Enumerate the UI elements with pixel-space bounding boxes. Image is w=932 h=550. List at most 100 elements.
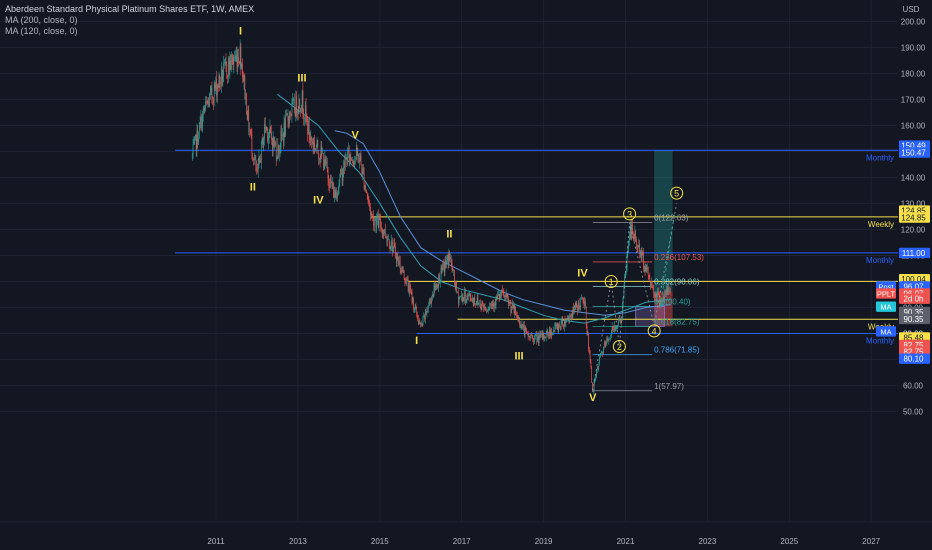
candle-body [373,215,374,226]
candle-body [377,215,378,220]
candle [272,130,274,157]
candle-body [574,305,575,311]
candle-body [292,101,294,103]
candle-body [260,158,261,163]
candle [239,39,241,70]
candle [230,54,232,71]
candle-body [409,284,410,294]
candle [588,332,589,353]
candle-body [286,113,288,116]
candle-body [324,156,326,167]
price-tag-4[interactable]: 111.00 [899,247,930,259]
candle [358,153,359,164]
candle [510,299,512,317]
candle [651,280,653,289]
candle-body [233,60,235,65]
candle [534,334,535,344]
candle [398,256,399,267]
series-tag-2[interactable]: MA [876,301,896,312]
candle [593,379,595,393]
price-tag-14[interactable]: 80.10 [899,353,930,364]
candle-body [206,101,207,103]
candle-body [467,294,469,297]
candle [639,240,640,259]
candle-body [328,178,330,186]
candle-body [220,68,222,85]
candle [344,154,345,174]
candle [203,106,205,115]
candle [536,330,538,345]
candle-body [414,306,416,308]
wave-label-5: I [415,335,418,347]
price-tag-10[interactable]: 90.35 [899,313,930,325]
candle-body [477,297,479,305]
series-tag-3[interactable]: MA [876,326,896,337]
candle-body [220,82,221,85]
candle-body [272,136,274,151]
price-tag-3[interactable]: 124.85 [899,212,930,223]
candle-body [449,253,450,260]
candle-body [505,293,507,297]
candle-body [440,267,442,281]
candle [545,336,546,339]
candle [417,314,419,326]
candle [585,306,587,329]
time-tick-label: 2021 [617,537,635,546]
candle [632,219,633,239]
candle [323,159,325,171]
candle-body [668,288,669,292]
series-tag-1[interactable]: PPLT [876,288,896,299]
candle [312,138,313,145]
candle-body [329,185,330,188]
candle [518,315,520,323]
wave-label-4: V [352,130,360,142]
candle-body [202,114,203,131]
price-tag-bg [899,353,930,364]
candle [506,293,508,299]
price-tag-8[interactable]: 2d 0h [899,293,930,304]
candle [437,284,439,289]
candle-body [537,335,538,342]
candle [408,282,410,294]
candle [453,268,454,277]
indicator-ma120-label[interactable]: MA (120, close, 0) [5,26,78,36]
candle [620,320,622,325]
candle-body [282,134,283,137]
candle [562,315,563,327]
candle [311,136,312,149]
candle-body [603,343,605,347]
candle-body [415,306,417,308]
candle-body [461,295,462,297]
candle [283,114,285,147]
candle-body [355,147,357,159]
candle-body [406,278,408,280]
candle-body [605,344,607,345]
candle-body [439,274,440,285]
price-tag-1[interactable]: 150.47 [899,147,930,158]
candle [556,322,557,329]
candle [450,253,451,263]
circled-wave-label-3: 4 [647,324,661,338]
candle-body [665,291,666,293]
candle [243,74,245,91]
indicator-ma200-label[interactable]: MA (200, close, 0) [5,15,78,25]
candle [241,62,242,70]
circled-wave-ring [612,340,626,353]
candle-body [448,253,450,265]
candle [301,104,302,113]
candle-body [270,126,272,133]
candle-body [397,256,399,257]
candle-body [556,324,558,327]
candle [549,326,551,339]
candle [323,153,324,171]
candle [425,308,426,324]
candle [466,294,468,304]
candle-body [474,298,476,304]
candle [211,81,213,104]
candle-body [466,294,468,301]
candle-body [261,140,262,163]
candle-body [334,190,336,198]
candle-body [531,335,533,339]
